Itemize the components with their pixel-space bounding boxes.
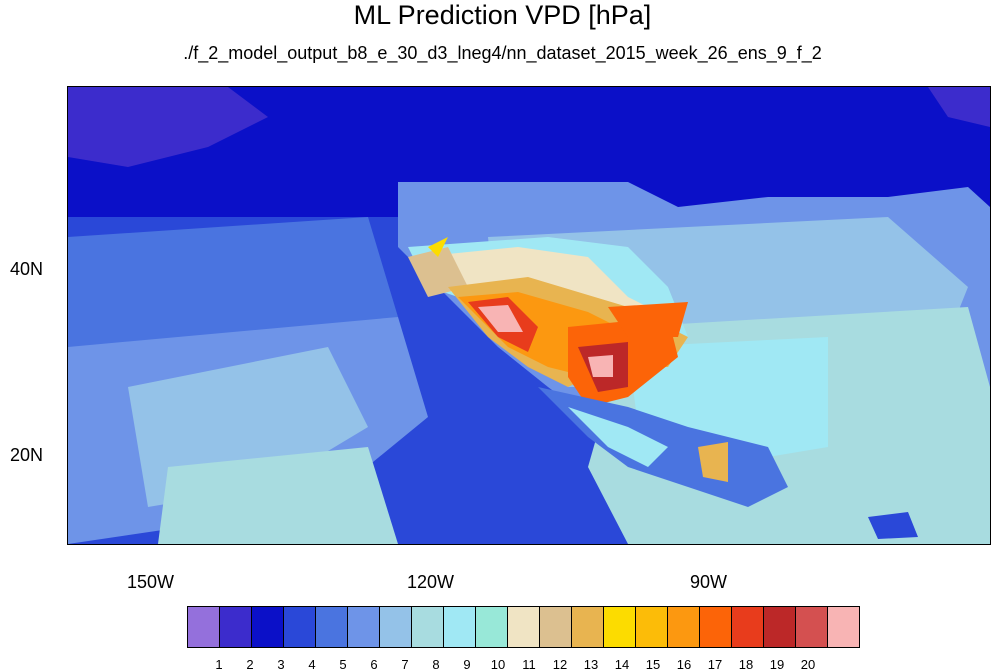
colorbar-label: 11 [522,657,536,672]
labrador-region [928,87,990,127]
colorbar-label: 8 [432,657,440,672]
texas-hot [608,302,688,337]
colorbar-label: 16 [676,657,692,672]
colorbar-label: 19 [769,657,785,672]
colorbar-label: 10 [490,657,506,672]
colorbar-label: 18 [738,657,754,672]
vpd-map [67,86,991,545]
colorbar-swatch [603,606,636,648]
x-tick-120w: 120W [407,572,455,592]
colorbar-label: 15 [645,657,661,672]
y-tick-40n: 40N [10,259,44,279]
colorbar-swatch [539,606,572,648]
california-valley [408,247,468,297]
colorbar-swatch [571,606,604,648]
colorbar-swatch [795,606,828,648]
gulf-of-alaska-region [68,87,268,167]
pacific-tropics [158,447,398,544]
colorbar-swatch [827,606,860,648]
colorbar-swatch [731,606,764,648]
colorbar-label: 3 [277,657,285,672]
colorbar-swatch [251,606,284,648]
colorbar-label: 4 [308,657,316,672]
x-tick-90w: 90W [690,572,728,592]
colorbar-swatch [411,606,444,648]
pacific-midband [68,217,398,347]
colorbar-swatch [379,606,412,648]
colorbar-swatch [187,606,220,648]
venezuela-land [868,512,918,539]
y-tick-20n: 20N [10,445,44,465]
colorbar-label: 5 [339,657,347,672]
colorbar-swatch [443,606,476,648]
colorbar-label: 14 [614,657,630,672]
vpd-contour-field [68,87,990,544]
map-subtitle: ./f_2_model_output_b8_e_30_d3_lneg4/nn_d… [183,43,822,63]
colorbar-swatch [699,606,732,648]
colorbar-swatch [667,606,700,648]
chihuahua-peak [588,355,613,377]
mexico-plateau [568,407,668,467]
colorbar-label: 12 [552,657,568,672]
colorbar-label: 2 [246,657,254,672]
colorbar-label: 6 [370,657,378,672]
colorbar-label: 17 [707,657,723,672]
colorbar-label: 7 [401,657,409,672]
map-title: ML Prediction VPD [hPa] [353,0,652,30]
colorbar-label: 1 [215,657,223,672]
colorbar-swatch [763,606,796,648]
colorbar-label: 9 [463,657,471,672]
colorbar-swatch [219,606,252,648]
colorbar-swatch [635,606,668,648]
colorbar-swatch [347,606,380,648]
yucatan-warm [698,442,728,482]
colorbar-swatch [475,606,508,648]
colorbar-swatch [507,606,540,648]
colorbar-label: 20 [800,657,816,672]
colorbar-label: 13 [583,657,599,672]
colorbar-swatch [283,606,316,648]
x-tick-150w: 150W [127,572,175,592]
mojave-peak [478,305,523,332]
colorbar [187,606,860,648]
oregon-spot [428,237,448,257]
colorbar-swatch [315,606,348,648]
